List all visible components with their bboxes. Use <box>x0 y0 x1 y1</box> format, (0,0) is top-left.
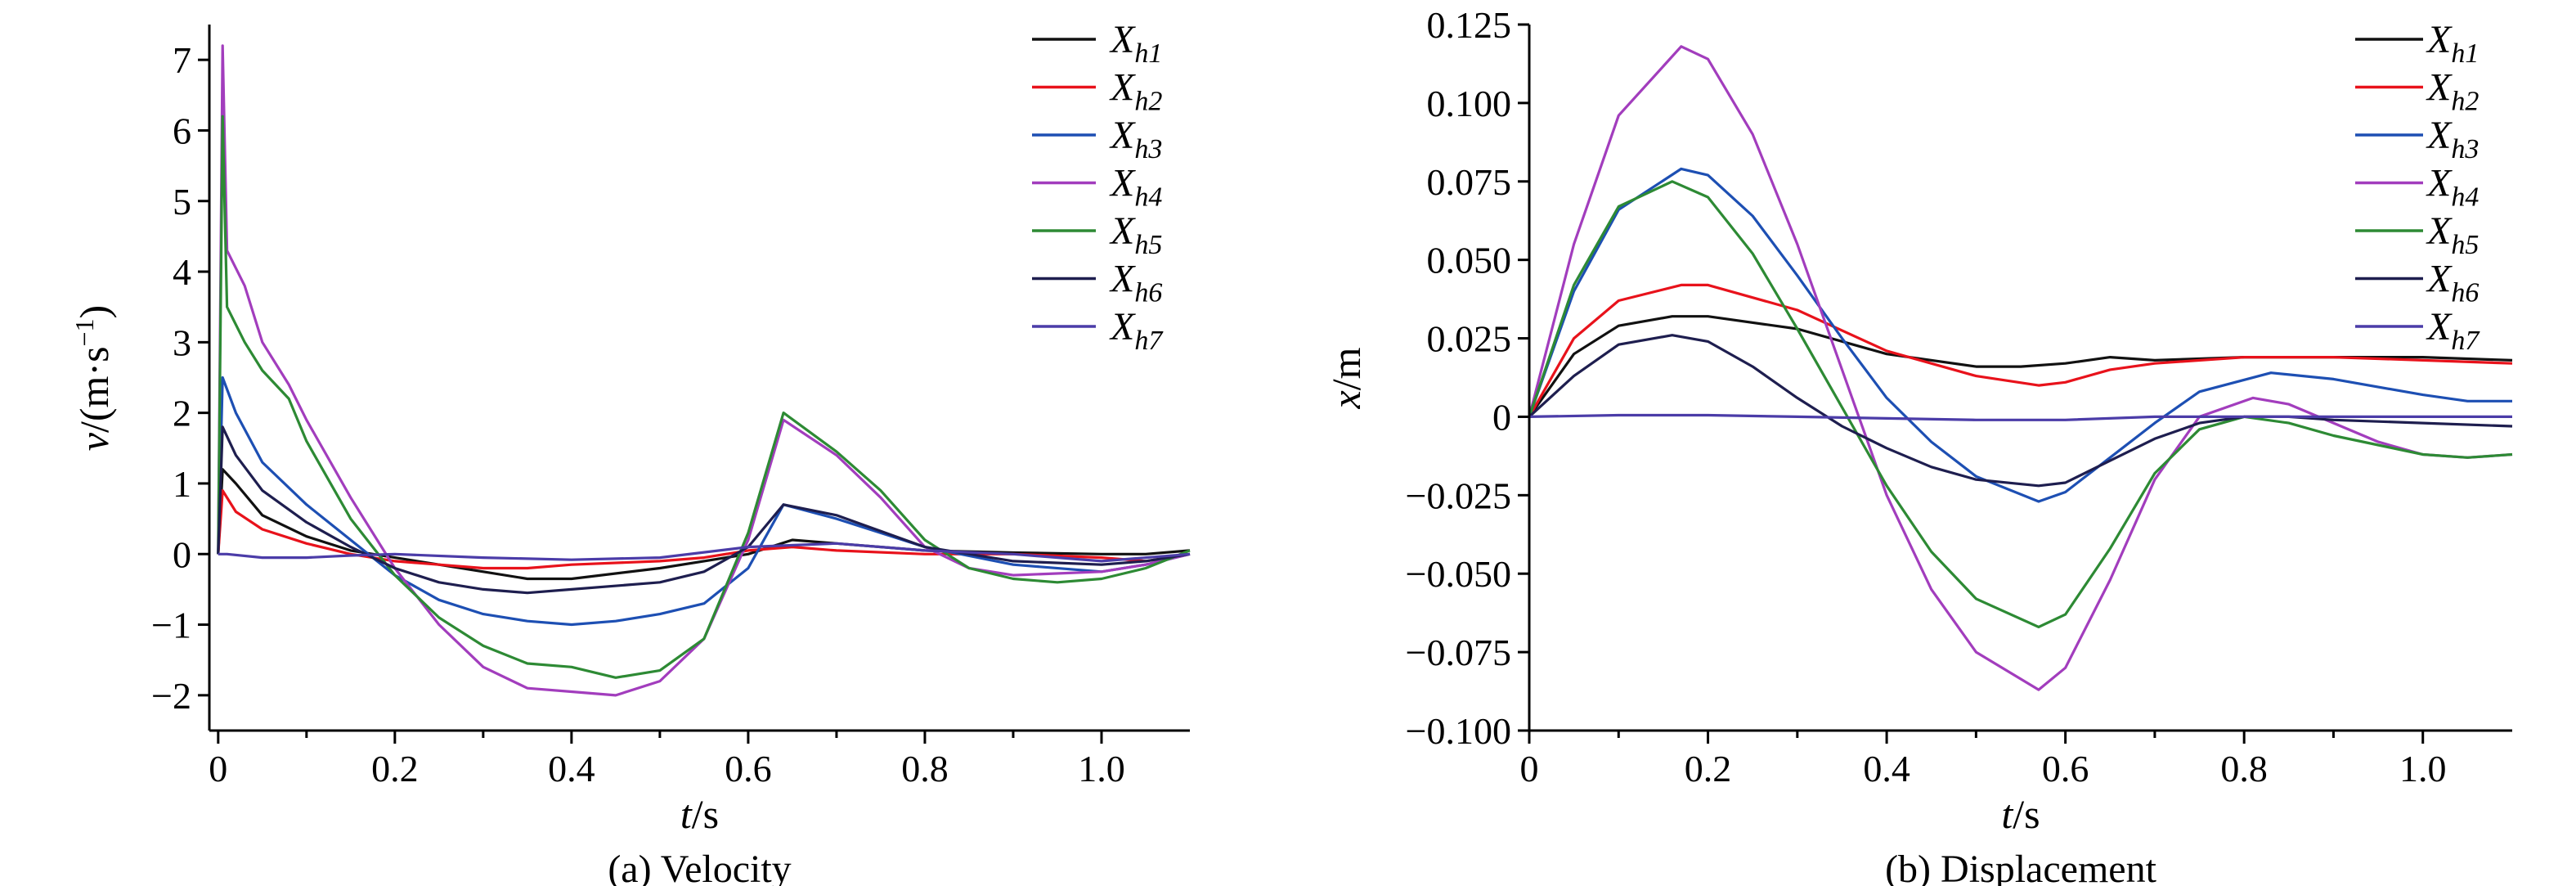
series-line-xh5 <box>1528 180 2513 629</box>
y-tick-label: 1 <box>173 463 191 505</box>
y-tick-label: 3 <box>173 322 191 363</box>
x-tick-label: 0.2 <box>371 748 419 789</box>
y-tick-label: −0.050 <box>1406 553 1511 595</box>
legend-label-xh2: Xh2 <box>1109 66 1162 117</box>
y-tick-label: 0 <box>1492 396 1511 438</box>
y-tick-label: 2 <box>173 393 191 434</box>
series-line-xh7 <box>1528 413 2512 421</box>
y-tick-label: 0.075 <box>1427 161 1512 203</box>
panel-caption: (a) Velocity <box>608 848 791 886</box>
panel-caption: (b) Displacement <box>1885 848 2157 886</box>
series-line-xh1 <box>1528 315 2513 418</box>
legend-label-xh4: Xh4 <box>1109 162 1162 213</box>
y-tick-label: −1 <box>151 605 191 646</box>
legend-label-xh7: Xh7 <box>1109 305 1164 356</box>
x-tick-label: 0.4 <box>548 748 595 789</box>
y-tick-label: 7 <box>173 39 191 81</box>
x-tick-label: 0 <box>1520 748 1539 789</box>
x-axis-label: t/s <box>2001 791 2040 837</box>
series-line-xh3 <box>217 376 1191 627</box>
x-tick-label: 0.8 <box>901 748 949 789</box>
legend-label-xh5: Xh5 <box>2426 209 2479 260</box>
series-line-xh4 <box>1528 45 2513 691</box>
displacement-chart: 0 0.2 0.4 0.6 0.8 1.0 −0.100 −0.075 −0.050 −0.025… <box>1323 4 2513 886</box>
legend-label-xh1: Xh1 <box>2426 18 2479 69</box>
y-tick-label: 5 <box>173 181 191 223</box>
y-tick-label: −0.025 <box>1406 474 1511 516</box>
y-tick-label: 6 <box>173 110 191 151</box>
y-tick-label: 0.100 <box>1427 83 1512 124</box>
x-axis-label: t/s <box>680 791 719 837</box>
x-tick-label: 1.0 <box>1078 748 1125 789</box>
y-tick-label: −0.100 <box>1406 710 1511 752</box>
y-tick-label: −0.075 <box>1406 632 1511 673</box>
y-tick-label: 4 <box>173 251 191 293</box>
velocity-chart: 0 0.2 0.4 0.6 0.8 1.0 −2 −1 0 1 2 3 4 5 6 7 t/s v/(m·s−1)… <box>70 18 1191 886</box>
series-line-xh5 <box>217 115 1191 679</box>
series-group <box>1528 45 2513 691</box>
series-line-xh2 <box>1528 283 2513 418</box>
legend-label-xh2: Xh2 <box>2426 66 2479 117</box>
series-line-xh3 <box>1528 167 2512 503</box>
legend-label-xh7: Xh7 <box>2426 305 2480 356</box>
x-tick-label: 1.0 <box>2399 748 2447 789</box>
legend-label-xh3: Xh3 <box>1109 114 1162 164</box>
legend-label-xh4: Xh4 <box>2426 162 2479 213</box>
x-tick-label: 0.6 <box>725 748 772 789</box>
y-tick-label: −2 <box>151 675 191 717</box>
series-line-xh4 <box>217 44 1191 697</box>
series-group <box>217 44 1191 697</box>
x-tick-label: 0 <box>209 748 227 789</box>
legend-label-xh6: Xh6 <box>2426 258 2479 308</box>
legend-label-xh6: Xh6 <box>1109 258 1162 308</box>
legend-label-xh3: Xh3 <box>2426 114 2479 164</box>
x-tick-label: 0.2 <box>1685 748 1732 789</box>
series-line-xh6 <box>217 425 1191 595</box>
y-tick-label: 0.125 <box>1427 4 1512 46</box>
x-tick-label: 0.6 <box>2042 748 2089 789</box>
y-tick-label: 0.050 <box>1427 240 1512 281</box>
y-tick-label: 0.025 <box>1427 318 1512 360</box>
legend-label-xh1: Xh1 <box>1109 18 1162 69</box>
y-tick-label: 0 <box>173 533 191 575</box>
x-tick-label: 0.4 <box>1863 748 1910 789</box>
series-line-xh7 <box>218 542 1191 563</box>
legend-label-xh5: Xh5 <box>1109 209 1162 260</box>
y-axis-label: x/m <box>1323 347 1369 409</box>
y-axis-label: v/(m·s−1) <box>70 305 117 451</box>
x-tick-label: 0.8 <box>2220 748 2268 789</box>
